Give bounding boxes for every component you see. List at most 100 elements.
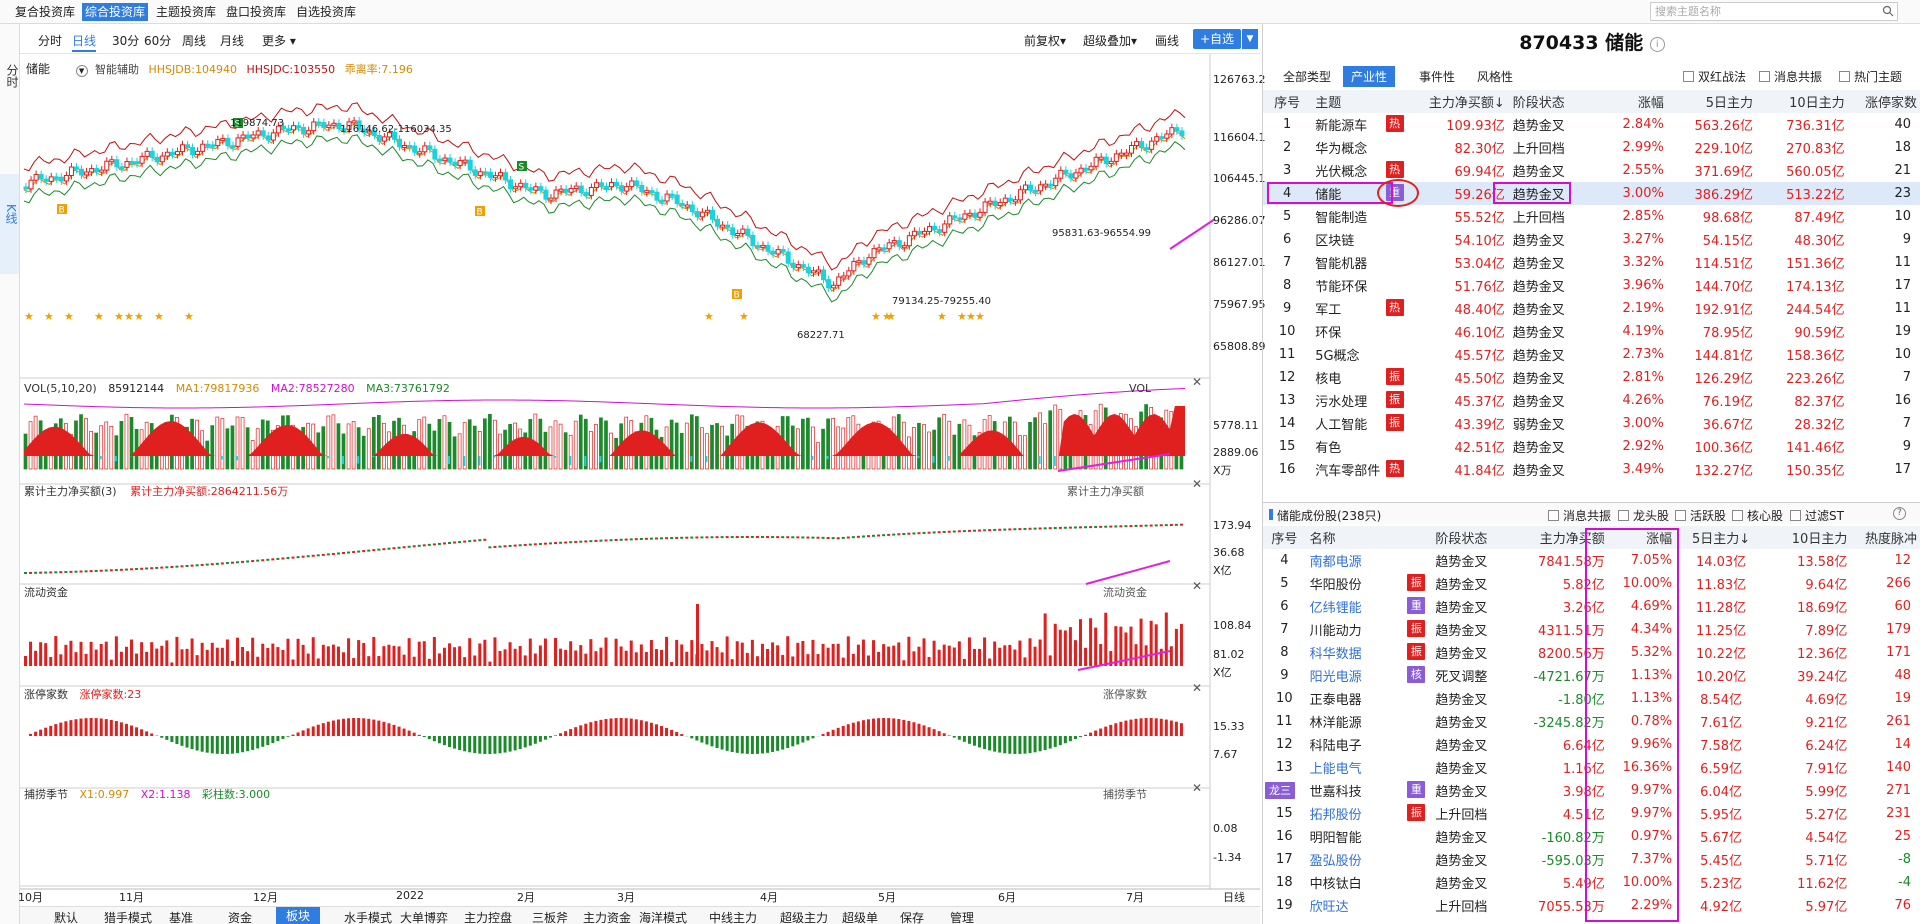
- stock-name[interactable]: 阳光电源: [1309, 670, 1362, 685]
- table-row[interactable]: 13 上能电气 趋势金叉 1.16亿 16.36% 6.59亿 7.91亿 140: [1263, 756, 1920, 779]
- table-row[interactable]: 15 拓邦股份振上升回档 4.51亿 9.97% 5.95亿 5.27亿 231: [1263, 802, 1920, 825]
- search-icon[interactable]: [1882, 5, 1894, 17]
- theme-name[interactable]: 节能环保: [1315, 280, 1368, 295]
- template-tab[interactable]: 主力控盘: [464, 911, 513, 924]
- info-icon[interactable]: i: [1649, 37, 1665, 52]
- table-row[interactable]: 13 污水处理振 45.37亿 趋势金叉 4.26% 76.19亿 82.37亿 16: [1263, 389, 1920, 412]
- column-header[interactable]: 序号: [1263, 526, 1306, 549]
- stock-name[interactable]: 上能电气: [1309, 762, 1362, 777]
- template-tab[interactable]: 海洋模式: [639, 911, 688, 924]
- theme-name[interactable]: 新能源车: [1315, 119, 1368, 134]
- stock-name[interactable]: 林洋能源: [1309, 716, 1362, 731]
- period-60min[interactable]: 60分: [144, 34, 172, 48]
- template-tab[interactable]: 三板斧: [532, 911, 569, 924]
- template-tab[interactable]: 基准: [169, 911, 194, 924]
- theme-name[interactable]: 5G概念: [1315, 349, 1360, 364]
- adjust-dropdown[interactable]: 前复权▾: [1024, 34, 1067, 48]
- template-tab[interactable]: 板块: [276, 907, 321, 924]
- template-tab[interactable]: 猎手模式: [104, 911, 153, 924]
- stock-name[interactable]: 明阳智能: [1309, 831, 1362, 846]
- watchlist-dropdown-button[interactable]: ▼: [1242, 29, 1258, 49]
- table-row[interactable]: 18 中核钛白 趋势金叉 5.49亿 10.00% 5.23亿 11.62亿 -4: [1263, 871, 1920, 894]
- theme-name[interactable]: 华为概念: [1315, 142, 1368, 157]
- tab-composite-lib[interactable]: 复合投资库: [15, 5, 76, 19]
- table-row[interactable]: 9 军工热 48.40亿 趋势金叉 2.19% 192.91亿 244.54亿 11: [1263, 297, 1920, 320]
- theme-name[interactable]: 环保: [1315, 326, 1342, 341]
- help-icon[interactable]: ?: [1893, 507, 1906, 520]
- period-intraday[interactable]: 分时: [38, 34, 63, 48]
- column-header[interactable]: 5日主力↓: [1676, 526, 1766, 549]
- template-tab[interactable]: 默认: [54, 911, 79, 924]
- theme-name[interactable]: 光伏概念: [1315, 165, 1368, 180]
- column-header[interactable]: 阶段状态: [1431, 526, 1519, 549]
- stock-name[interactable]: 华阳股份: [1309, 578, 1362, 593]
- period-weekly[interactable]: 周线: [182, 34, 207, 48]
- table-row[interactable]: 14 人工智能振 43.39亿 弱势金叉 3.00% 36.67亿 28.32亿 7: [1263, 412, 1920, 435]
- stock-name[interactable]: 盈弘股份: [1309, 854, 1362, 869]
- template-tab[interactable]: 超级主力: [780, 911, 829, 924]
- theme-name[interactable]: 智能制造: [1315, 211, 1368, 226]
- column-header[interactable]: 名称: [1305, 526, 1432, 549]
- template-tab[interactable]: 超级单: [842, 911, 879, 924]
- theme-search-input[interactable]: 搜索主题名称: [1650, 2, 1898, 21]
- stock-name[interactable]: 中核钛白: [1309, 877, 1362, 892]
- table-row[interactable]: 11 林洋能源 趋势金叉 -3245.82万 0.78% 7.61亿 9.21亿 261: [1263, 710, 1920, 733]
- table-row[interactable]: 5 智能制造 55.52亿 上升回档 2.85% 98.68亿 87.49亿 10: [1263, 205, 1920, 228]
- table-row[interactable]: 6 亿纬锂能重趋势金叉 3.26亿 4.69% 11.28亿 18.69亿 60: [1263, 595, 1920, 618]
- table-row[interactable]: 4 储能重 59.26亿 趋势金叉 3.00% 386.29亿 513.22亿 23: [1263, 182, 1920, 205]
- stock-name[interactable]: 科陆电子: [1309, 739, 1362, 754]
- table-row[interactable]: 2 华为概念 82.30亿 上升回档 2.99% 229.10亿 270.83亿 18: [1263, 136, 1920, 159]
- template-tab[interactable]: 资金: [228, 911, 253, 924]
- table-row[interactable]: 8 科华数据振趋势金叉 8200.56万 5.32% 10.22亿 12.36亿 171: [1263, 641, 1920, 664]
- column-header[interactable]: 10日主力: [1766, 526, 1852, 549]
- column-header[interactable]: 涨幅: [1593, 90, 1668, 113]
- theme-name[interactable]: 污水处理: [1315, 395, 1368, 410]
- double-red-checkbox[interactable]: 双红战法: [1683, 68, 1746, 85]
- table-row[interactable]: 9 阳光电源核死叉调整 -4721.67万 1.13% 10.20亿 39.24亿 48: [1263, 664, 1920, 687]
- core-filter[interactable]: 核心股: [1732, 507, 1783, 524]
- table-row[interactable]: 龙三 世嘉科技重趋势金叉 3.98亿 9.97% 6.04亿 5.99亿 271: [1263, 779, 1920, 802]
- tab-event[interactable]: 事件性: [1419, 70, 1456, 84]
- table-row[interactable]: 10 正泰电器 趋势金叉 -1.80亿 1.13% 8.54亿 4.69亿 19: [1263, 687, 1920, 710]
- column-header[interactable]: 涨停家数: [1848, 90, 1920, 113]
- stock-name[interactable]: 世嘉科技: [1309, 785, 1362, 800]
- stock-name[interactable]: 南都电源: [1309, 555, 1362, 570]
- tab-all-types[interactable]: 全部类型: [1283, 70, 1332, 84]
- active-filter[interactable]: 活跃股: [1675, 507, 1726, 524]
- column-header[interactable]: 5日主力: [1667, 90, 1758, 113]
- template-tab[interactable]: 保存: [900, 911, 925, 924]
- table-row[interactable]: 17 盈弘股份 趋势金叉 -595.03万 7.37% 5.45亿 5.71亿 -8: [1263, 848, 1920, 871]
- kline-dropdown-icon[interactable]: ▼: [75, 65, 88, 77]
- theme-name[interactable]: 区块链: [1315, 234, 1355, 249]
- table-row[interactable]: 10 环保 46.10亿 趋势金叉 4.19% 78.95亿 90.59亿 19: [1263, 320, 1920, 343]
- table-row[interactable]: 5 华阳股份振趋势金叉 5.82亿 10.00% 11.83亿 9.64亿 266: [1263, 572, 1920, 595]
- table-row[interactable]: 12 科陆电子 趋势金叉 6.64亿 9.96% 7.58亿 6.24亿 14: [1263, 733, 1920, 756]
- period-monthly[interactable]: 月线: [220, 34, 245, 48]
- stock-name[interactable]: 科华数据: [1309, 647, 1362, 662]
- stock-name[interactable]: 亿纬锂能: [1309, 601, 1362, 616]
- theme-name[interactable]: 军工: [1315, 303, 1342, 318]
- theme-name[interactable]: 储能: [1315, 188, 1342, 203]
- column-header[interactable]: 序号: [1263, 90, 1312, 113]
- hot-theme-checkbox[interactable]: 热门主题: [1839, 68, 1902, 85]
- table-row[interactable]: 3 光伏概念热 69.94亿 趋势金叉 2.55% 371.69亿 560.05亿 21: [1263, 159, 1920, 182]
- table-row[interactable]: 7 川能动力振趋势金叉 4311.51万 4.34% 11.25亿 7.89亿 179: [1263, 618, 1920, 641]
- table-row[interactable]: 15 有色 42.51亿 趋势金叉 2.92% 100.36亿 141.46亿 9: [1263, 435, 1920, 458]
- period-30min[interactable]: 30分: [112, 34, 140, 48]
- template-tab[interactable]: 大单博弈: [400, 911, 449, 924]
- table-row[interactable]: 4 南都电源 趋势金叉 7841.58万 7.05% 14.03亿 13.58亿 12: [1263, 549, 1920, 572]
- msg-resonance-filter[interactable]: 消息共振: [1548, 507, 1611, 524]
- stock-name[interactable]: 正泰电器: [1309, 693, 1362, 708]
- table-row[interactable]: 11 5G概念 45.57亿 趋势金叉 2.73% 144.81亿 158.36亿 10: [1263, 343, 1920, 366]
- period-daily[interactable]: 日线: [72, 32, 97, 52]
- table-row[interactable]: 16 汽车零部件热 41.84亿 趋势金叉 3.49% 132.27亿 150.35亿 17: [1263, 458, 1920, 481]
- column-header[interactable]: 涨幅: [1608, 526, 1677, 549]
- column-header[interactable]: 10日主力: [1757, 90, 1849, 113]
- overlay-dropdown[interactable]: 超级叠加▾: [1083, 34, 1138, 48]
- table-row[interactable]: 12 核电振 45.50亿 趋势金叉 2.81% 126.29亿 223.26亿 7: [1263, 366, 1920, 389]
- column-header[interactable]: 阶段状态: [1508, 90, 1594, 113]
- theme-name[interactable]: 核电: [1315, 372, 1342, 387]
- kline-view-tab[interactable]: K线: [0, 174, 19, 274]
- theme-name[interactable]: 汽车零部件: [1315, 464, 1381, 479]
